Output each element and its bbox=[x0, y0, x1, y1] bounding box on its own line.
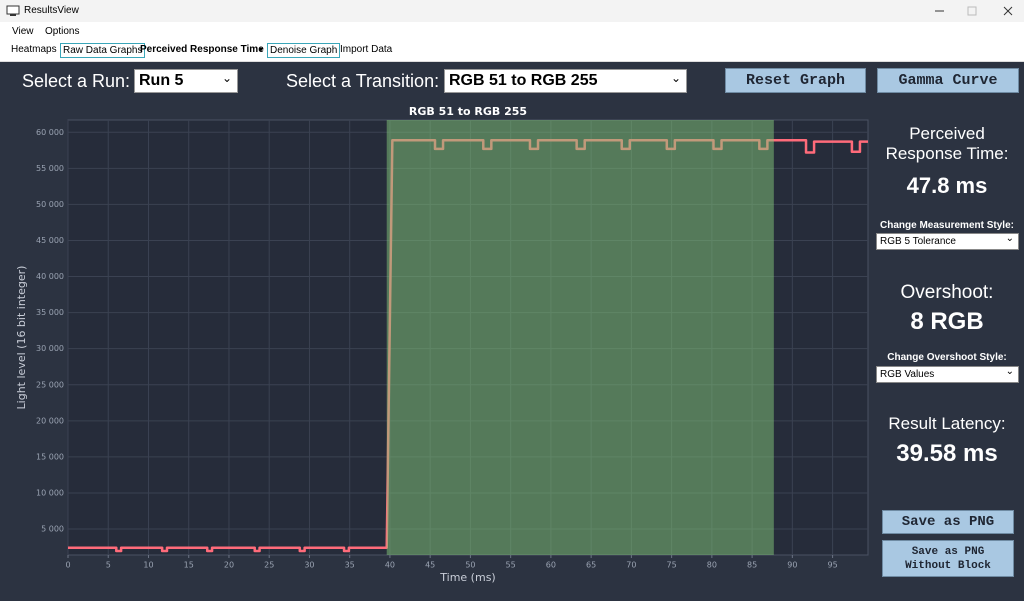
y-tick-label: 25 000 bbox=[36, 380, 64, 389]
x-tick-label: 10 bbox=[143, 561, 153, 570]
overshoot-value: 8 RGB bbox=[910, 308, 984, 335]
x-tick-label: 85 bbox=[747, 561, 757, 570]
y-tick-label: 40 000 bbox=[36, 272, 64, 281]
toolbar-button[interactable]: Denoise Graph bbox=[267, 43, 341, 58]
chart-title: RGB 51 to RGB 255 bbox=[409, 105, 527, 118]
save-png-button[interactable]: Save as PNG bbox=[882, 510, 1014, 534]
x-tick-label: 55 bbox=[506, 561, 516, 570]
run-label: Select a Run: bbox=[22, 71, 131, 91]
x-tick-label: 75 bbox=[667, 561, 677, 570]
y-axis-label: Light level (16 bit integer) bbox=[15, 266, 28, 410]
response-time-value: 47.8 ms bbox=[906, 173, 988, 198]
button-text: Save as PNG bbox=[911, 546, 985, 558]
toolbar: Heatmaps Raw Data Graphs Perceived Respo… bbox=[0, 40, 1024, 62]
measurement-style-dropdown[interactable]: RGB 5 Tolerance bbox=[876, 231, 1019, 250]
x-tick-label: 70 bbox=[626, 561, 636, 570]
x-tick-label: 0 bbox=[65, 561, 70, 570]
response-time-label: Perceived Response Time: bbox=[885, 124, 1009, 163]
window-title: ResultsView bbox=[24, 5, 79, 16]
chart: RGB 51 to RGB 255 5 000 10 000 15 000 20 000… bbox=[15, 105, 869, 584]
y-tick-label: 15 000 bbox=[36, 452, 64, 461]
y-tick-label: 20 000 bbox=[36, 416, 64, 425]
x-tick-label: 20 bbox=[224, 561, 234, 570]
menu-item[interactable]: Options bbox=[45, 26, 80, 37]
window-controls[interactable] bbox=[920, 0, 1024, 22]
x-tick-label: 50 bbox=[465, 561, 475, 570]
x-tick-label: 40 bbox=[385, 561, 395, 570]
reset-graph-button[interactable]: Reset Graph bbox=[725, 68, 866, 93]
x-tick-label: 35 bbox=[345, 561, 355, 570]
save-png-without-block-button[interactable]: Save as PNG Without Block bbox=[882, 540, 1014, 577]
x-tick-label: 15 bbox=[184, 561, 194, 570]
gamma-curve-button[interactable]: Gamma Curve bbox=[877, 68, 1019, 93]
x-tick-label: 5 bbox=[106, 561, 111, 570]
toolbar-button[interactable]: Import Data bbox=[340, 44, 393, 55]
y-tick-label: 55 000 bbox=[36, 164, 64, 173]
y-tick-label: 35 000 bbox=[36, 308, 64, 317]
y-tick-label: 30 000 bbox=[36, 344, 64, 353]
y-tick-label: 10 000 bbox=[36, 488, 64, 497]
toolbar-button[interactable]: Raw Data Graphs bbox=[60, 43, 146, 58]
x-axis-label: Time (ms) bbox=[439, 571, 495, 584]
x-tick-label: 80 bbox=[707, 561, 717, 570]
y-tick-label: 50 000 bbox=[36, 200, 64, 209]
overshoot-style-label: Change Overshoot Style: bbox=[887, 352, 1007, 363]
toolbar-button[interactable]: Heatmaps bbox=[11, 44, 57, 55]
x-tick-label: 65 bbox=[586, 561, 596, 570]
menu-item[interactable]: View bbox=[12, 26, 34, 37]
overshoot-label: Overshoot: bbox=[900, 282, 994, 303]
transition-dropdown[interactable]: RGB 51 to RGB 255 bbox=[444, 67, 687, 93]
x-tick-label: 45 bbox=[425, 561, 435, 570]
x-tick-label: 25 bbox=[264, 561, 274, 570]
menu-bar: View Options bbox=[0, 22, 1024, 40]
x-tick-label: 90 bbox=[787, 561, 797, 570]
latency-label: Result Latency: bbox=[888, 414, 1006, 433]
transition-label: Select a Transition: bbox=[286, 71, 440, 91]
y-tick-label: 45 000 bbox=[36, 236, 64, 245]
dropdown-arrow[interactable]: ▾ bbox=[259, 45, 264, 54]
x-tick-label: 30 bbox=[304, 561, 314, 570]
app-icon bbox=[6, 5, 20, 16]
overshoot-style-dropdown[interactable]: RGB Values bbox=[876, 364, 1019, 383]
y-tick-label: 5 000 bbox=[41, 525, 64, 534]
latency-value: 39.58 ms bbox=[896, 440, 998, 467]
y-tick-label: 60 000 bbox=[36, 128, 64, 137]
x-tick-label: 60 bbox=[546, 561, 556, 570]
title-bar: ResultsView bbox=[0, 0, 1024, 22]
button-text: Without Block bbox=[905, 560, 991, 572]
x-tick-label: 95 bbox=[827, 561, 837, 570]
toolbar-dropdown[interactable]: Perceived Response Time bbox=[140, 44, 264, 55]
run-dropdown[interactable]: Run 5 bbox=[134, 67, 238, 93]
measurement-style-label: Change Measurement Style: bbox=[880, 220, 1014, 231]
highlight-region bbox=[386, 120, 774, 555]
